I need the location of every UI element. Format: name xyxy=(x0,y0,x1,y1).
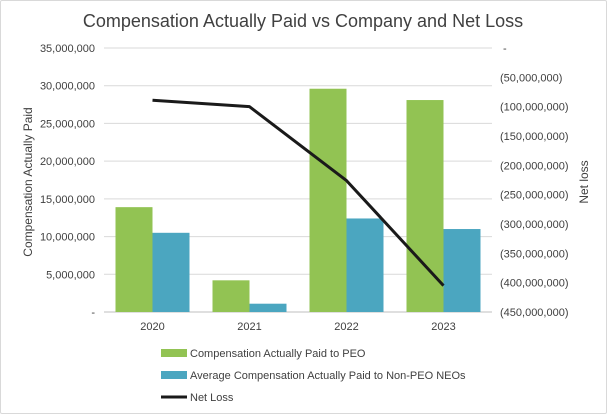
y2-tick-label: (400,000,000) xyxy=(500,278,569,290)
legend-label: Net Loss xyxy=(190,392,234,404)
legend-label: Average Compensation Actually Paid to No… xyxy=(190,370,466,382)
bar-non-peo-2022 xyxy=(346,218,384,312)
legend-label: Compensation Actually Paid to PEO xyxy=(190,348,366,360)
y2-axis-ticks: - (50,000,000) (100,000,000) (150,000,000) (… xyxy=(500,43,569,319)
y2-tick-label: - xyxy=(503,43,507,55)
bar-peo-2020 xyxy=(115,207,153,312)
legend: Compensation Actually Paid to PEO Average… xyxy=(161,348,466,404)
y2-tick-label: (350,000,000) xyxy=(500,248,569,260)
net-loss-line-group xyxy=(152,98,445,287)
bar-non-peo-2021 xyxy=(249,303,287,312)
x-axis-ticks: 2020 2021 2022 2023 xyxy=(140,321,455,333)
bars xyxy=(115,88,481,312)
x-tick-label: 2022 xyxy=(334,321,358,333)
y-tick-label: - xyxy=(91,307,95,319)
y2-tick-label: (250,000,000) xyxy=(500,190,569,202)
x-tick-label: 2021 xyxy=(237,321,261,333)
bar-peo-2023 xyxy=(406,100,444,312)
y-tick-label: 35,000,000 xyxy=(40,43,95,55)
y-tick-label: 10,000,000 xyxy=(40,232,95,244)
net-loss-line xyxy=(152,98,445,287)
y2-axis-title: Net loss xyxy=(577,160,591,203)
y2-tick-label: (450,000,000) xyxy=(500,307,569,319)
y-axis-ticks: - 5,000,000 10,000,000 15,000,000 20,000,000… xyxy=(40,43,95,319)
y2-tick-label: (300,000,000) xyxy=(500,219,569,231)
y-tick-label: 15,000,000 xyxy=(40,194,95,206)
y2-tick-label: (150,000,000) xyxy=(500,131,569,143)
x-tick-label: 2023 xyxy=(431,321,455,333)
y2-tick-label: (200,000,000) xyxy=(500,160,569,172)
bar-peo-2022 xyxy=(309,88,347,312)
y-tick-label: 30,000,000 xyxy=(40,81,95,93)
bar-peo-2021 xyxy=(212,280,250,312)
x-tick-label: 2020 xyxy=(140,321,164,333)
bar-non-peo-2020 xyxy=(152,232,190,312)
legend-swatch xyxy=(161,371,187,379)
y2-tick-label: (100,000,000) xyxy=(500,102,569,114)
legend-swatch xyxy=(161,349,187,357)
y2-tick-label: (50,000,000) xyxy=(500,72,562,84)
y-tick-label: 5,000,000 xyxy=(46,269,95,281)
bar-non-peo-2023 xyxy=(443,229,481,312)
chart-title: Compensation Actually Paid vs Company an… xyxy=(83,11,523,31)
y-tick-label: 25,000,000 xyxy=(40,118,95,130)
y-tick-label: 20,000,000 xyxy=(40,156,95,168)
y-axis-title: Compensation Actually Paid xyxy=(21,107,35,256)
